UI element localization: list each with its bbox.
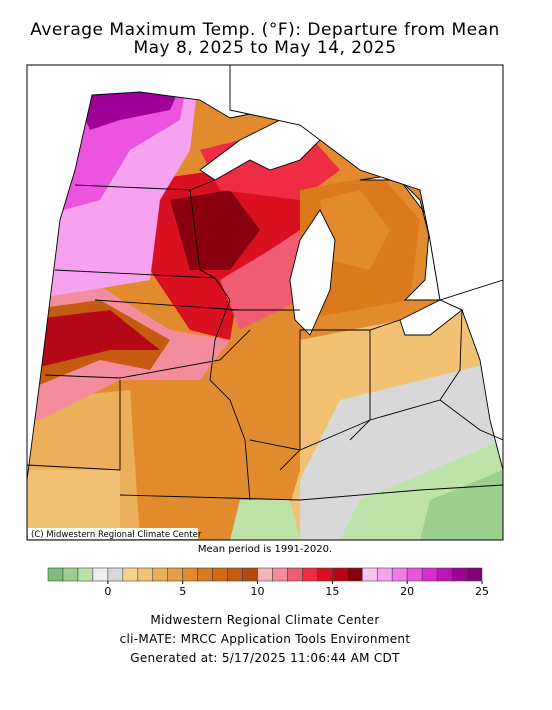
colorbar-tick-label: 0 xyxy=(104,585,111,598)
colorbar-swatch xyxy=(167,567,183,582)
colorbar-swatch xyxy=(47,567,64,582)
colorbar-swatch xyxy=(107,567,124,582)
colorbar-tick-label: 10 xyxy=(251,585,265,598)
footer-line: Generated at: 5/17/2025 11:06:44 AM CDT xyxy=(130,651,400,665)
colorbar-swatch xyxy=(122,567,139,582)
colorbar-swatch xyxy=(332,567,348,582)
map: (C) Midwestern Regional Climate Center xyxy=(27,65,503,540)
map-frame xyxy=(26,64,504,541)
colorbar-swatch xyxy=(182,567,198,582)
colorbar-swatch xyxy=(466,567,483,582)
colorbar-swatch xyxy=(302,567,318,582)
footer-line: Midwestern Regional Climate Center xyxy=(150,613,379,627)
title: Average Maximum Temp. (°F): Departure fr… xyxy=(30,20,500,40)
colorbar-swatch xyxy=(376,567,393,582)
colorbar-swatch xyxy=(436,567,453,582)
colorbar-swatch xyxy=(242,567,258,582)
colorbar-swatch xyxy=(406,567,423,582)
colorbar-tick-label: 15 xyxy=(325,585,339,598)
footer: Midwestern Regional Climate Center cli-M… xyxy=(120,613,411,665)
colorbar: 0 5 10 15 20 25 xyxy=(47,567,489,598)
credit: (C) Midwestern Regional Climate Center xyxy=(31,530,202,540)
colorbar-swatch xyxy=(197,567,213,582)
colorbar-swatch xyxy=(421,567,438,582)
colorbar-swatch xyxy=(62,567,79,582)
subtitle: May 8, 2025 to May 14, 2025 xyxy=(133,38,396,58)
colorbar-swatch xyxy=(137,567,154,582)
colorbar-tick-label: 25 xyxy=(475,585,489,598)
colorbar-tick-label: 20 xyxy=(400,585,414,598)
colorbar-swatch xyxy=(227,567,243,582)
footer-line: cli-MATE: MRCC Application Tools Environ… xyxy=(120,632,411,646)
colorbar-swatch xyxy=(451,567,468,582)
lakes xyxy=(199,65,503,336)
colorbar-swatch xyxy=(287,567,303,582)
colorbar-swatch xyxy=(152,567,169,582)
colorbar-tick-label: 5 xyxy=(179,585,186,598)
colorbar-swatch xyxy=(212,567,228,582)
colorbar-swatch xyxy=(272,567,288,582)
mean-period-note: Mean period is 1991-2020. xyxy=(198,544,332,555)
colorbar-swatch xyxy=(257,567,273,582)
colorbar-swatch xyxy=(391,567,408,582)
colorbar-swatch xyxy=(347,567,363,582)
colorbar-swatch xyxy=(77,567,94,582)
colorbar-swatch xyxy=(361,567,378,582)
colorbar-swatch xyxy=(317,567,333,582)
state-borders xyxy=(27,179,503,501)
colorbar-swatch xyxy=(92,567,109,582)
credit-bg xyxy=(28,528,198,539)
